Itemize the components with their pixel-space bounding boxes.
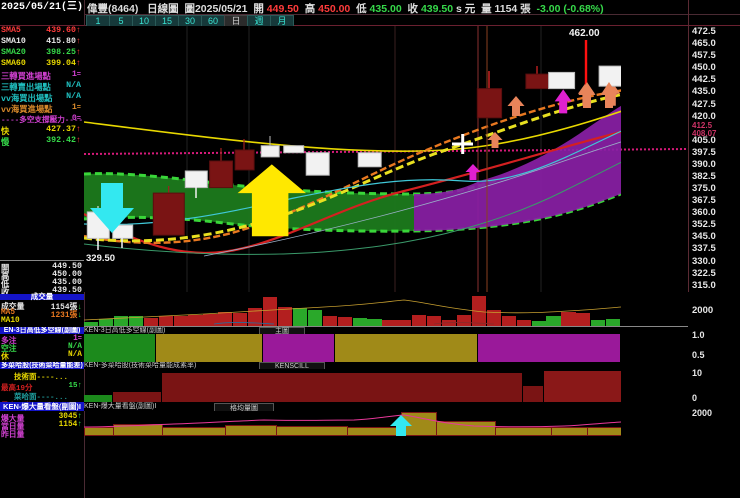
svg-text:462.00: 462.00	[569, 28, 600, 39]
svg-text:329.50: 329.50	[86, 253, 115, 264]
